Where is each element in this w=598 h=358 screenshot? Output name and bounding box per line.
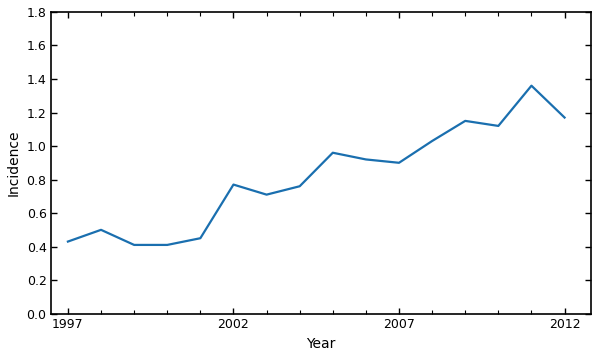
Y-axis label: Incidence: Incidence [7,130,21,196]
X-axis label: Year: Year [307,337,336,351]
